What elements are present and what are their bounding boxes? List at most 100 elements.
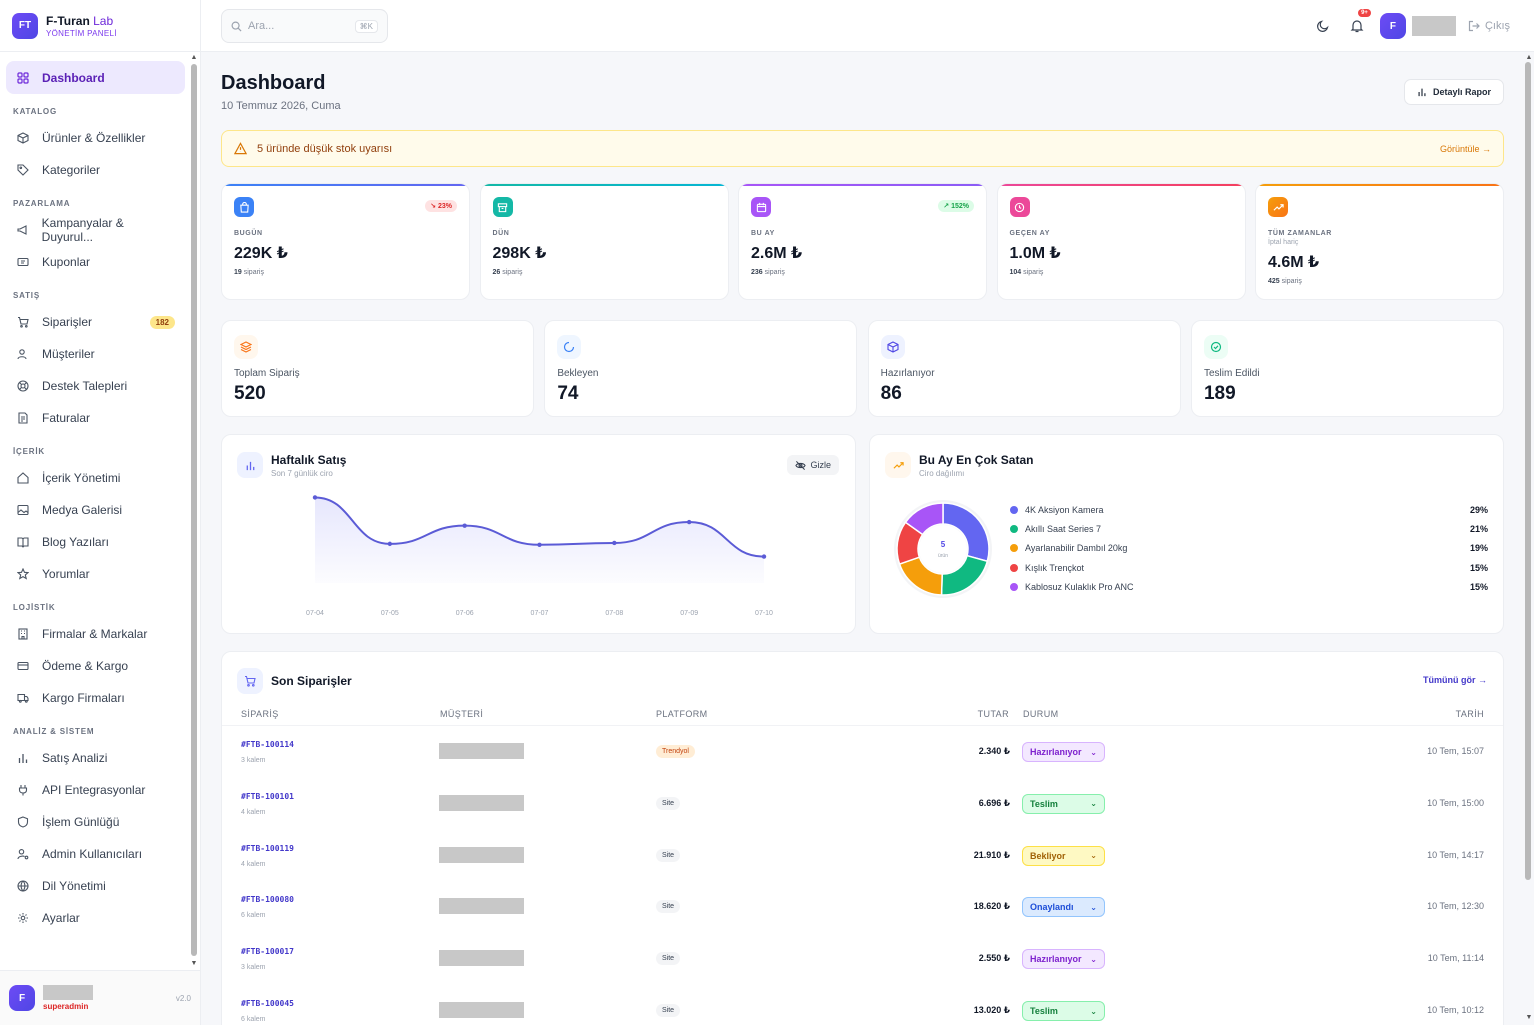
main-scrollbar[interactable]: ▲ ▼ <box>1524 52 1533 1025</box>
table-row[interactable]: #FTB-100045 6 kalem Site 13.020 ₺ Teslim ⌄ 10 … <box>222 986 1503 1025</box>
chart-point[interactable] <box>462 523 467 528</box>
col-order[interactable]: SİPARİŞ <box>241 709 279 719</box>
notifications-button[interactable]: 9+ <box>1344 9 1371 39</box>
kpi-card-today[interactable]: ↘ 23% BUGÜN 229K ₺ 19 sipariş <box>221 183 470 300</box>
sidebar-item-odeme[interactable]: Ödeme & Kargo <box>6 650 185 682</box>
sidebar-item-satis-analizi[interactable]: Satış Analizi <box>6 742 185 774</box>
sidebar-item-kategoriler[interactable]: Kategoriler <box>6 154 185 186</box>
kpi-card-all-time[interactable]: TÜM ZAMANLAR İptal hariç 4.6M ₺ 425 sipa… <box>1255 183 1504 300</box>
logout-button[interactable]: Çıkış <box>1468 20 1510 32</box>
order-id-link[interactable]: #FTB-100017 <box>241 947 294 957</box>
sidebar-item-kuponlar[interactable]: Kuponlar <box>6 246 185 278</box>
sidebar-item-firmalar[interactable]: Firmalar & Markalar <box>6 618 185 650</box>
order-id-link[interactable]: #FTB-100119 <box>241 843 294 853</box>
order-id-link[interactable]: #FTB-100101 <box>241 791 294 801</box>
cart-icon <box>16 315 30 329</box>
sidebar-item-siparisler[interactable]: Siparişler 182 <box>6 306 185 338</box>
eye-off-icon <box>795 460 807 470</box>
sidebar-item-ayarlar[interactable]: Ayarlar <box>6 902 185 934</box>
page-date: 10 Temmuz 2026, Cuma <box>221 100 341 112</box>
chart-point[interactable] <box>387 541 393 547</box>
sidebar-item-label: Kargo Firmaları <box>42 691 125 705</box>
sidebar-item-icerik[interactable]: İçerik Yönetimi <box>6 462 185 494</box>
table-row[interactable]: #FTB-100080 6 kalem Site 18.620 ₺ Onaylandı ⌄… <box>222 882 1503 934</box>
status-select[interactable]: Bekliyor ⌄ <box>1022 845 1105 866</box>
legend-swatch <box>1010 544 1018 553</box>
sidebar-scrollbar[interactable]: ▲ ▼ <box>190 52 198 970</box>
sidebar-item-admin[interactable]: Admin Kullanıcıları <box>6 838 185 870</box>
see-all-orders-link[interactable]: Tümünü gör → <box>1423 675 1487 685</box>
sidebar-item-faturalar[interactable]: Faturalar <box>6 402 185 434</box>
chart-point[interactable] <box>761 554 767 559</box>
legend-item: Ayarlanabilir Dambıl 20kg 19% <box>1010 539 1488 558</box>
sidebar-item-blog[interactable]: Blog Yazıları <box>6 526 185 558</box>
kpi-order-count: 26 sipariş <box>492 269 523 276</box>
scroll-up-arrow[interactable]: ▲ <box>190 54 198 61</box>
legend-label: Kışlık Trençkot <box>1025 562 1085 573</box>
sidebar-item-kampanyalar[interactable]: Kampanyalar & Duyurul... <box>6 214 185 246</box>
col-customer[interactable]: MÜŞTERİ <box>440 709 484 719</box>
theme-toggle-button[interactable] <box>1310 13 1336 39</box>
sidebar-item-yorumlar[interactable]: Yorumlar <box>6 558 185 590</box>
stat-pending[interactable]: Bekleyen 74 <box>544 320 858 417</box>
scrollbar-thumb[interactable] <box>1525 62 1531 880</box>
brand[interactable]: FT F-Turan Lab YÖNETİM PANELİ <box>0 0 200 52</box>
status-select[interactable]: Onaylandı ⌄ <box>1022 897 1105 918</box>
stat-total-orders[interactable]: Toplam Sipariş 520 <box>221 320 534 417</box>
grid-icon <box>16 71 30 85</box>
stat-preparing[interactable]: Hazırlanıyor 86 <box>867 320 1181 417</box>
sidebar-item-musteriler[interactable]: Müşteriler <box>6 338 185 370</box>
chart-point[interactable] <box>312 495 318 500</box>
sidebar-item-dashboard[interactable]: Dashboard <box>6 61 185 94</box>
stat-delivered[interactable]: Teslim Edildi 189 <box>1190 320 1504 417</box>
table-row[interactable]: #FTB-100101 4 kalem Site 6.696 ₺ Teslim ⌄ 10 T… <box>222 779 1503 831</box>
status-value: Teslim <box>1030 1006 1058 1016</box>
detailed-report-button[interactable]: Detaylı Rapor <box>1403 79 1504 105</box>
scrollbar-thumb[interactable] <box>191 64 197 956</box>
sidebar-item-urunler[interactable]: Ürünler & Özellikler <box>6 122 185 154</box>
kpi-card-last-month[interactable]: GEÇEN AY 1.0M ₺ 104 sipariş <box>996 183 1246 300</box>
scroll-down-arrow[interactable]: ▼ <box>1525 1014 1533 1021</box>
col-status[interactable]: DURUM <box>1023 709 1059 719</box>
sidebar-item-destek[interactable]: Destek Talepleri <box>6 370 185 402</box>
top-sellers-title: Bu Ay En Çok Satan <box>919 452 1034 467</box>
kpi-accent-bar <box>222 184 469 186</box>
alert-view-link[interactable]: Görüntüle → <box>1439 143 1491 154</box>
layers-icon <box>234 335 258 359</box>
scroll-up-arrow[interactable]: ▲ <box>1525 54 1533 61</box>
status-select[interactable]: Hazırlanıyor ⌄ <box>1022 949 1105 970</box>
sidebar-item-medya[interactable]: Medya Galerisi <box>6 494 185 526</box>
legend-item: Kablosuz Kulaklık Pro ANC 15% <box>1010 578 1488 597</box>
sidebar-user[interactable]: F superadmin v2.0 <box>0 970 200 1025</box>
sidebar-item-dil[interactable]: Dil Yönetimi <box>6 870 185 902</box>
sidebar-item-api[interactable]: API Entegrasyonlar <box>6 774 185 806</box>
order-id-link[interactable]: #FTB-100045 <box>241 999 294 1008</box>
donut-slice[interactable] <box>904 502 944 536</box>
col-amount[interactable]: TUTAR <box>977 709 1009 719</box>
col-platform[interactable]: PLATFORM <box>656 709 708 719</box>
table-row[interactable]: #FTB-100119 4 kalem Site 21.910 ₺ Bekliyor ⌄ 1… <box>222 831 1503 883</box>
chart-point[interactable] <box>537 542 542 547</box>
kpi-card-yesterday[interactable]: DÜN 298K ₺ 26 sipariş <box>479 183 729 300</box>
sidebar-item-kargo[interactable]: Kargo Firmaları <box>6 682 185 714</box>
user-name-redacted[interactable] <box>1411 16 1456 36</box>
status-select[interactable]: Teslim ⌄ <box>1022 1001 1105 1021</box>
scroll-down-arrow[interactable]: ▼ <box>190 960 198 967</box>
chart-point[interactable] <box>686 519 692 525</box>
hide-chart-button[interactable]: Gizle <box>787 455 839 475</box>
order-id-link[interactable]: #FTB-100080 <box>241 895 294 905</box>
cart-icon <box>237 668 263 694</box>
status-select[interactable]: Hazırlanıyor ⌄ <box>1022 742 1105 762</box>
user-avatar[interactable]: F <box>1379 13 1406 39</box>
kpi-card-this-month[interactable]: ↗ 152% BU AY 2.6M ₺ 236 sipariş <box>738 183 987 300</box>
table-row[interactable]: #FTB-100114 3 kalem Trendyol 2.340 ₺ Hazırla… <box>222 727 1503 779</box>
status-select[interactable]: Teslim ⌄ <box>1022 793 1105 814</box>
search-input[interactable]: Ara... ⌘K <box>221 9 388 43</box>
donut-center-label: ürün <box>938 553 948 559</box>
col-date[interactable]: TARİH <box>1455 709 1484 719</box>
receipt-icon <box>16 411 30 425</box>
sidebar-item-islem[interactable]: İşlem Günlüğü <box>6 806 185 838</box>
table-row[interactable]: #FTB-100017 3 kalem Site 2.550 ₺ Hazırlanıyo… <box>222 934 1503 986</box>
order-id-link[interactable]: #FTB-100114 <box>241 740 294 749</box>
chart-point[interactable] <box>612 540 617 546</box>
